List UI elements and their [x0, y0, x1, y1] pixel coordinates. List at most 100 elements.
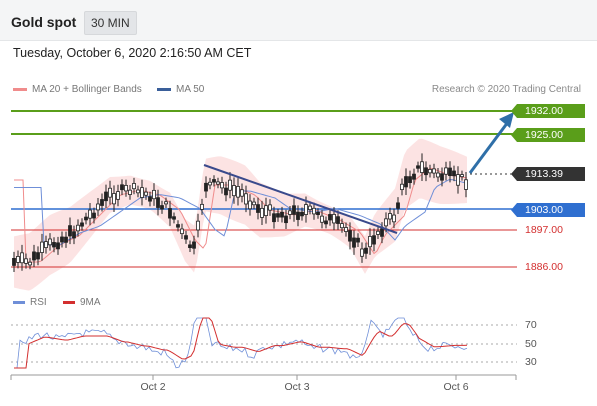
- rsi-legend-rsi: RSI: [13, 297, 47, 308]
- candle-body: [60, 236, 64, 243]
- candle-body: [80, 222, 84, 227]
- candle-body: [360, 248, 364, 257]
- candle-body: [92, 212, 96, 219]
- candle-body: [420, 161, 424, 173]
- candle-body: [372, 235, 376, 245]
- candle-body: [44, 241, 48, 249]
- candle-body: [180, 228, 184, 235]
- candle-body: [200, 203, 204, 210]
- rsi-line: [14, 317, 468, 369]
- x-label-oct3: Oct 3: [284, 381, 310, 393]
- candle-body: [252, 201, 256, 206]
- candle-body: [68, 225, 72, 237]
- price-label-pivot: 1903.00: [511, 203, 585, 217]
- candle-body: [460, 174, 464, 178]
- interval-badge[interactable]: 30 MIN: [84, 11, 137, 35]
- candle-body: [52, 242, 56, 248]
- rsi-tick-30: 30: [525, 356, 537, 368]
- candle-body: [344, 227, 348, 232]
- candle-body: [220, 182, 224, 189]
- candle-body: [224, 187, 228, 196]
- chart-datetime: Tuesday, October 6, 2020 2:16:50 AM CET: [13, 46, 252, 60]
- candle-body: [288, 210, 292, 215]
- candle-body: [144, 191, 148, 196]
- candle-body: [236, 186, 240, 198]
- candle-body: [152, 189, 156, 200]
- candle-body: [76, 224, 80, 232]
- candle-body: [248, 200, 252, 210]
- price-label-support-1: 1897.00: [525, 224, 563, 236]
- rsi-legend-label: RSI: [30, 297, 47, 308]
- candle-body: [384, 218, 388, 227]
- candle-body: [96, 203, 100, 211]
- trendline: [203, 164, 398, 234]
- candle-body: [240, 189, 244, 197]
- candle-body: [16, 256, 20, 263]
- instrument-title: Gold spot: [11, 14, 77, 30]
- candle-body: [452, 170, 456, 177]
- candle-body: [388, 213, 392, 220]
- candle-body: [204, 182, 208, 192]
- x-axis: [10, 374, 517, 380]
- candle-body: [428, 169, 432, 174]
- candle-body: [84, 216, 88, 221]
- candle-body: [108, 187, 112, 198]
- legend-ma50-label: MA 50: [176, 84, 205, 95]
- candle-body: [324, 220, 328, 225]
- rsi-panel: [11, 317, 517, 369]
- bollinger-band-area: [14, 138, 467, 291]
- rsi-ma-legend-label: 9MA: [80, 297, 101, 308]
- candle-body: [156, 197, 160, 208]
- candle-body: [424, 167, 428, 176]
- candle-body: [352, 237, 356, 248]
- forecast-arrow: [468, 112, 514, 174]
- candle-body: [368, 236, 372, 248]
- candle-body: [184, 235, 188, 240]
- candle-body: [88, 209, 92, 219]
- candle-body: [268, 204, 272, 211]
- ma20-line: [14, 167, 468, 263]
- candle-body: [32, 251, 36, 261]
- candle-body: [28, 261, 32, 266]
- candle-body: [440, 173, 444, 181]
- candle-body: [112, 193, 116, 205]
- candle-body: [340, 223, 344, 229]
- candle-body: [164, 201, 168, 205]
- price-label-support-2: 1886.00: [525, 261, 563, 273]
- candle-body: [228, 179, 232, 191]
- candle-body: [456, 174, 460, 186]
- candle-body: [336, 216, 340, 224]
- candle-body: [196, 220, 200, 231]
- rsi-ma-line: [14, 317, 468, 369]
- copyright-text: Research © 2020 Trading Central: [431, 84, 581, 95]
- rsi-ma-legend-swatch: [63, 300, 75, 304]
- candle-body: [188, 244, 192, 249]
- candle-body: [64, 236, 68, 243]
- candle-body: [320, 215, 324, 223]
- candle-body: [356, 237, 360, 243]
- rsi-tick-50: 50: [525, 338, 537, 350]
- candle-body: [132, 183, 136, 190]
- candle-body: [404, 176, 408, 188]
- candle-body: [212, 179, 216, 183]
- rsi-legend-swatch: [13, 300, 25, 304]
- candle-body: [172, 216, 176, 220]
- candle-body: [316, 211, 320, 216]
- candle-body: [136, 189, 140, 194]
- x-label-oct6: Oct 6: [443, 381, 469, 393]
- candle-body: [168, 208, 172, 219]
- candle-body: [396, 202, 400, 209]
- candle-body: [148, 196, 152, 202]
- bollinger-bands: [14, 138, 467, 291]
- candlesticks: [12, 153, 468, 272]
- candle-body: [408, 176, 412, 184]
- candle-body: [116, 191, 120, 200]
- candle-body: [284, 215, 288, 224]
- price-label-resistance-1: 1925.00: [511, 128, 585, 142]
- candle-body: [48, 238, 52, 246]
- candle-body: [312, 207, 316, 215]
- candle-body: [128, 189, 132, 195]
- candle-body: [232, 185, 236, 197]
- price-level-lines: [11, 110, 517, 268]
- candle-body: [400, 183, 404, 191]
